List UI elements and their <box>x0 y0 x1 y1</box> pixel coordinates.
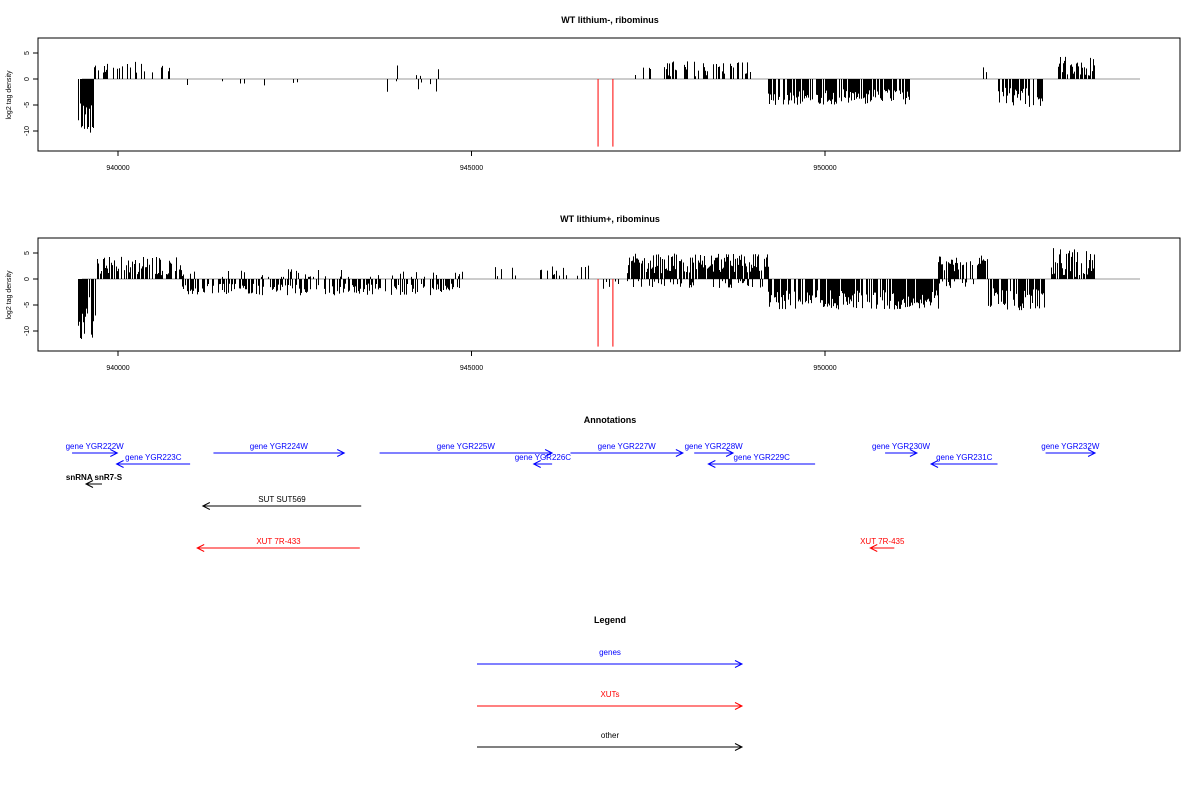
annotation-feature: gene YGR231C <box>929 453 998 468</box>
feature-arrow-head <box>544 449 554 457</box>
y-axis: 5 0 -5 -10 <box>24 251 39 336</box>
annotation-feature: gene YGR230W <box>872 442 931 457</box>
x-tick-label: 950000 <box>813 165 836 172</box>
feature-label: gene YGR223C <box>125 453 182 462</box>
annotation-feature: gene YGR223C <box>115 453 191 468</box>
panel-title: WT lithium+, ribominus <box>560 214 660 224</box>
tag-density-bars <box>78 56 1095 133</box>
annotation-feature: gene YGR228W <box>685 442 744 457</box>
x-tick-label: 940000 <box>106 365 129 372</box>
feature-arrow-head <box>869 544 878 552</box>
y-tick-label: 0 <box>24 277 31 281</box>
feature-arrow-head <box>707 460 716 468</box>
legend-entry: XUTs <box>477 690 744 710</box>
feature-label: XUT 7R-435 <box>860 537 905 546</box>
annotation-feature: gene YGR226C <box>515 453 572 468</box>
feature-label: gene YGR229C <box>734 453 791 462</box>
track-panel-lithium-plus: WT lithium+, ribominus 5 0 -5 -10 940000 945… <box>6 214 1181 372</box>
feature-label: XUT 7R-433 <box>256 537 301 546</box>
marker-lines <box>597 79 614 147</box>
y-axis-label: log2 tag density <box>6 270 13 320</box>
annotation-feature: snRNA snR7-S <box>66 473 123 488</box>
feature-arrow-head <box>110 449 119 457</box>
legend-entry: genes <box>477 648 744 668</box>
feature-arrow-head <box>929 460 939 468</box>
feature-label: gene YGR224W <box>250 442 309 451</box>
annotation-feature: gene YGR232W <box>1041 442 1100 457</box>
legend-arrow-head <box>734 660 744 668</box>
y-tick-label: 0 <box>24 77 31 81</box>
feature-arrow-head <box>1087 449 1097 457</box>
panel-title: WT lithium-, ribominus <box>561 15 659 25</box>
x-tick-label: 950000 <box>813 365 836 372</box>
feature-arrow-head <box>84 480 94 488</box>
y-tick-label: -10 <box>24 326 31 336</box>
feature-label: gene YGR231C <box>936 453 993 462</box>
y-tick-label: -5 <box>24 302 31 308</box>
legend: Legend genes XUTs other <box>477 615 744 751</box>
track-panel-lithium-minus: WT lithium-, ribominus 5 0 -5 -10 940000 945… <box>6 15 1181 172</box>
y-axis-label: log2 tag density <box>6 70 13 120</box>
plot-frame <box>37 237 1181 352</box>
x-axis: 940000 945000 950000 <box>106 351 837 372</box>
feature-arrow-head <box>196 544 205 552</box>
legend-entry: other <box>477 731 744 751</box>
legend-entries: genes XUTs other <box>477 648 744 751</box>
feature-arrow-head <box>909 449 919 457</box>
x-tick-label: 945000 <box>460 365 483 372</box>
tag-density-bars <box>78 248 1095 339</box>
legend-label: XUTs <box>600 690 619 699</box>
feature-arrow-head <box>337 449 346 457</box>
annotation-feature: gene YGR224W <box>213 442 346 457</box>
x-axis: 940000 945000 950000 <box>106 151 837 172</box>
marker-lines <box>597 279 614 347</box>
y-tick-label: -10 <box>24 126 31 136</box>
feature-label: gene YGR226C <box>515 453 572 462</box>
plot-frame <box>37 37 1181 152</box>
legend-arrow-head <box>734 743 744 751</box>
feature-label: snRNA snR7-S <box>66 473 123 482</box>
annotation-feature: XUT 7R-435 <box>860 537 905 552</box>
feature-label: gene YGR230W <box>872 442 931 451</box>
y-tick-label: 5 <box>24 51 31 55</box>
feature-arrow-head <box>201 502 211 510</box>
feature-label: SUT SUT569 <box>258 495 306 504</box>
annotation-feature: XUT 7R-433 <box>196 537 360 552</box>
legend-label: other <box>601 731 620 740</box>
y-axis: 5 0 -5 -10 <box>24 51 39 136</box>
x-tick-label: 940000 <box>106 165 129 172</box>
x-tick-label: 945000 <box>460 165 483 172</box>
annotation-feature: SUT SUT569 <box>201 495 362 510</box>
legend-arrow-head <box>734 702 744 710</box>
annotation-feature: gene YGR222W <box>66 442 125 457</box>
feature-label: gene YGR228W <box>685 442 744 451</box>
y-tick-label: -5 <box>24 102 31 108</box>
annotation-feature: gene YGR227W <box>570 442 685 457</box>
feature-arrow-head <box>115 460 124 468</box>
feature-label: gene YGR225W <box>437 442 496 451</box>
annotations-title: Annotations <box>584 415 637 425</box>
y-tick-label: 5 <box>24 251 31 255</box>
legend-label: genes <box>599 648 621 657</box>
feature-arrow-head <box>532 460 541 468</box>
feature-arrow-head <box>725 449 735 457</box>
feature-label: gene YGR227W <box>598 442 657 451</box>
annotation-feature: gene YGR229C <box>707 453 816 468</box>
feature-arrow-head <box>675 449 685 457</box>
feature-label: gene YGR232W <box>1041 442 1100 451</box>
feature-label: gene YGR222W <box>66 442 125 451</box>
annotation-feature: gene YGR225W <box>379 442 554 457</box>
legend-title: Legend <box>594 615 626 625</box>
